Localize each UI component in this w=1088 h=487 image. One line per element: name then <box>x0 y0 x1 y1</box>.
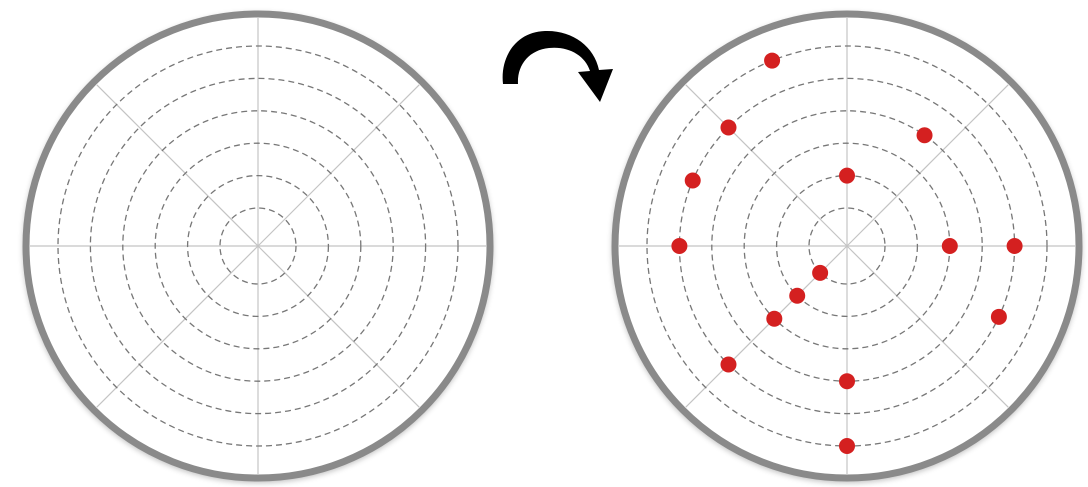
red-dot <box>1006 238 1023 254</box>
red-dot <box>839 167 855 184</box>
red-dot <box>684 172 701 189</box>
spoke-line <box>685 84 848 247</box>
red-dot <box>839 438 855 454</box>
red-dot <box>671 238 688 254</box>
dashed-ring <box>122 110 394 382</box>
spoke-line <box>96 245 259 408</box>
red-dot <box>812 264 829 281</box>
red-dot <box>764 52 781 69</box>
spoke-line <box>96 84 259 247</box>
red-dot <box>720 356 737 373</box>
spoke-line <box>257 245 420 408</box>
dashed-ring <box>186 174 330 318</box>
red-dot <box>916 127 933 144</box>
dashed-ring <box>154 142 362 350</box>
red-dot <box>839 373 855 390</box>
dashed-ring <box>219 207 297 285</box>
spoke-line <box>846 245 1009 408</box>
right-polar-plate <box>611 10 1083 482</box>
red-dot <box>990 308 1007 325</box>
left-polar-plate <box>22 10 494 482</box>
red-dot <box>766 310 783 327</box>
red-dot <box>789 287 806 304</box>
dashed-ring <box>89 77 427 415</box>
red-dot <box>720 119 737 136</box>
dashed-ring <box>808 207 886 285</box>
dashed-ring <box>57 45 459 447</box>
curved-arrow-clockwise-icon <box>502 30 613 102</box>
spoke-line <box>257 84 420 247</box>
red-dot <box>941 238 958 254</box>
spoke-line <box>846 84 1009 247</box>
